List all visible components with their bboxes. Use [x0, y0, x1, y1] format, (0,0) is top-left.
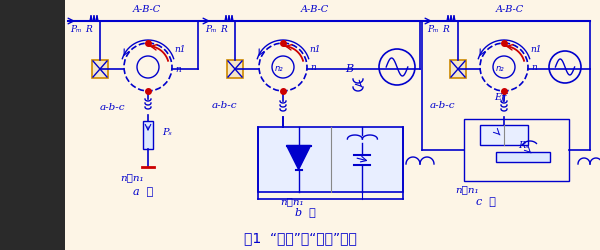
Text: R: R [220, 25, 227, 34]
Text: A-B-C: A-B-C [496, 5, 524, 14]
Text: Ef: Ef [494, 93, 505, 102]
Bar [0, 0, 65, 250]
Text: Rₛ: Rₛ [518, 140, 529, 149]
Text: f: f [503, 93, 506, 102]
Text: n1: n1 [309, 45, 320, 54]
Text: n1: n1 [530, 45, 542, 54]
Text: n＞n₁: n＞n₁ [455, 184, 479, 193]
Text: a  ）: a ） [133, 186, 153, 196]
Text: n＜n₁: n＜n₁ [120, 172, 143, 181]
Polygon shape [287, 146, 311, 170]
Bar [143, 122, 153, 150]
Text: Pₘ: Pₘ [427, 25, 439, 34]
Text: n＜n₁: n＜n₁ [280, 196, 304, 205]
Text: R: R [85, 25, 92, 34]
Text: Pₘ: Pₘ [70, 25, 82, 34]
Text: a-b-c: a-b-c [212, 100, 238, 110]
Text: 图1  “单馈”与“双馈”电机: 图1 “单馈”与“双馈”电机 [244, 230, 356, 244]
Text: Pₛ: Pₛ [162, 128, 172, 136]
Bar [450, 61, 466, 79]
Text: a-b-c: a-b-c [430, 100, 455, 110]
Text: c  ）: c ） [476, 196, 496, 206]
Text: n₂: n₂ [496, 64, 505, 73]
Text: b  ）: b ） [295, 206, 316, 216]
Bar [480, 126, 528, 146]
Bar [227, 61, 243, 79]
Text: n: n [531, 63, 537, 72]
Text: R: R [442, 25, 449, 34]
Text: B: B [345, 64, 353, 74]
Text: A-B-C: A-B-C [133, 5, 161, 14]
Text: n: n [175, 65, 181, 74]
Bar [496, 152, 550, 162]
Text: Pₘ: Pₘ [205, 25, 217, 34]
Text: n1: n1 [174, 45, 185, 54]
Text: n: n [310, 63, 316, 72]
Text: A-B-C: A-B-C [301, 5, 329, 14]
Bar [92, 61, 108, 79]
Text: a-b-c: a-b-c [100, 102, 125, 112]
Bar [258, 128, 403, 192]
Bar [464, 120, 569, 181]
Text: n₂: n₂ [275, 64, 283, 73]
